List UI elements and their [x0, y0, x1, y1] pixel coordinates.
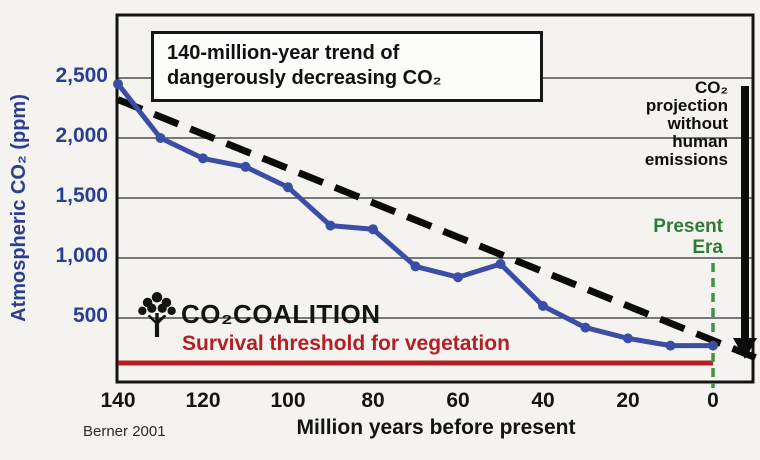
x-axis-title: Million years before present: [296, 416, 576, 439]
x-tick-label: 140: [100, 389, 136, 412]
x-tick-label: 100: [270, 389, 306, 412]
projection-text-line: human: [672, 132, 728, 151]
present-era-text-line: Era: [692, 237, 723, 258]
x-tick-label: 80: [361, 389, 385, 412]
present-era-label: Present Era: [593, 216, 723, 258]
projection-text-line: projection: [645, 96, 728, 115]
tree-icon: [138, 292, 176, 337]
y-tick-label: 2,500: [55, 64, 108, 87]
x-tick-label: 0: [707, 389, 719, 412]
present-era-text-line: Present: [653, 216, 723, 237]
co2-projection-label: CO₂ projection without human emissions: [548, 79, 728, 169]
x-tick-label: 40: [531, 389, 555, 412]
x-tick-label: 60: [446, 389, 470, 412]
y-tick-label: 1,000: [55, 244, 108, 267]
logo-text: CO₂COALITION: [181, 298, 381, 329]
chart-title-line1: 140-million-year trend of: [167, 42, 400, 64]
source-citation: Berner 2001: [83, 423, 166, 440]
x-tick-label: 20: [616, 389, 640, 412]
chart-title-line2: dangerously decreasing CO₂: [167, 67, 442, 89]
projection-text-line: emissions: [644, 150, 728, 169]
projection-text-line: without: [667, 114, 728, 133]
projection-text-line: CO₂: [694, 78, 728, 97]
survival-threshold-label: Survival threshold for vegetation: [182, 332, 510, 355]
y-tick-label: 500: [72, 304, 108, 327]
x-tick-label: 120: [185, 389, 221, 412]
y-tick-label: 2,000: [55, 124, 108, 147]
y-tick-label: 1,500: [55, 184, 108, 207]
co2-coalition-logo: CO₂COALITION: [136, 291, 381, 337]
chart-title-box: 140-million-year trend of dangerously de…: [151, 31, 543, 102]
